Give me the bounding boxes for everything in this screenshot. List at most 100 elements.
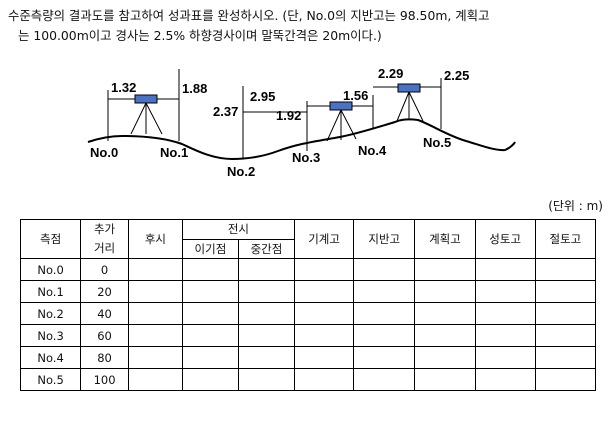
cell-empty[interactable] [534,368,597,391]
table-body: No.0 0 No.1 20 No.2 40 No.3 60 No.4 80 No.5 100 [19,258,597,391]
cell-dist: 100 [80,368,129,391]
cell-empty[interactable] [534,302,597,325]
header-gh: 지반고 [353,219,416,259]
level-instrument-1 [130,94,163,135]
cell-dist: 0 [80,258,129,281]
cell-empty[interactable] [181,346,239,369]
reading-bs4: 1.56 [343,88,368,103]
header-station: 측점 [19,219,82,259]
cell-empty[interactable] [353,346,416,369]
header-bs: 후시 [127,219,183,259]
cell-empty[interactable] [414,302,476,325]
header-tp: 이기점 [181,238,239,259]
cell-empty[interactable] [181,324,239,347]
cell-dist: 60 [80,324,129,347]
cell-station: No.1 [19,280,82,303]
cell-empty[interactable] [474,302,536,325]
table-row: No.4 80 [19,346,597,369]
cell-empty[interactable] [237,302,295,325]
cell-empty[interactable] [237,324,295,347]
cell-dist: 80 [80,346,129,369]
cell-empty[interactable] [293,346,355,369]
station-label: No.4 [358,143,387,158]
level-instrument-3 [396,83,424,122]
cell-station: No.4 [19,346,82,369]
question-text: 수준측량의 결과도를 참고하여 성과표를 완성하시오. (단, No.0의 지반… [8,6,608,46]
header-ih: 기계고 [293,219,355,259]
cell-empty[interactable] [127,302,183,325]
question-line-2: 는 100.00m이고 경사는 2.5% 하향경사이며 말뚝간격은 20m이다.… [18,28,382,43]
cell-empty[interactable] [237,258,295,281]
cell-empty[interactable] [293,368,355,391]
cell-empty[interactable] [127,258,183,281]
cell-empty[interactable] [127,368,183,391]
header-cut: 절토고 [534,219,597,259]
cell-empty[interactable] [293,258,355,281]
reading-bs5: 2.29 [378,66,403,81]
station-label: No.0 [90,145,118,160]
cell-empty[interactable] [534,346,597,369]
level-instrument-2 [326,101,357,142]
cell-empty[interactable] [414,368,476,391]
cell-empty[interactable] [474,324,536,347]
cell-empty[interactable] [353,368,416,391]
cell-empty[interactable] [237,368,295,391]
table-row: No.1 20 [19,280,597,303]
staff-lines [107,69,442,159]
cell-empty[interactable] [181,302,239,325]
cell-empty[interactable] [414,324,476,347]
cell-station: No.0 [19,258,82,281]
cell-empty[interactable] [353,280,416,303]
cell-empty[interactable] [534,280,597,303]
cell-empty[interactable] [127,346,183,369]
header-ip: 중간점 [237,238,295,259]
reading-ip2: 2.37 [213,104,238,119]
reading-fs1: 1.88 [182,81,207,96]
cell-empty[interactable] [353,302,416,325]
station-label: No.3 [292,150,320,165]
leveling-diagram: 1.32 1.88 2.95 2.37 1.92 1.56 2.29 2.25 … [87,66,516,179]
reading-fs5: 2.25 [444,68,469,83]
cell-empty[interactable] [293,280,355,303]
cell-empty[interactable] [474,368,536,391]
header-fill: 성토고 [474,219,536,259]
cell-empty[interactable] [181,280,239,303]
reading-bs1: 1.32 [111,80,136,95]
cell-empty[interactable] [534,258,597,281]
unit-label: (단위 : m) [548,199,603,213]
table-row: No.0 0 [19,258,597,281]
station-label: No.5 [423,135,451,150]
cell-empty[interactable] [353,258,416,281]
table-row: No.2 40 [19,302,597,325]
cell-empty[interactable] [293,302,355,325]
cell-empty[interactable] [534,324,597,347]
cell-empty[interactable] [414,258,476,281]
header-cum-dist: 추가거리 [80,219,129,259]
cell-empty[interactable] [474,346,536,369]
cell-empty[interactable] [293,324,355,347]
cell-empty[interactable] [181,368,239,391]
cell-empty[interactable] [237,346,295,369]
cell-empty[interactable] [414,280,476,303]
station-label: No.1 [160,145,188,160]
table-row: No.5 100 [19,368,597,391]
cell-empty[interactable] [474,258,536,281]
reading-fs3: 1.92 [276,108,301,123]
ground-profile [87,118,516,161]
question-line-1: 수준측량의 결과도를 참고하여 성과표를 완성하시오. (단, No.0의 지반… [8,8,490,23]
cell-empty[interactable] [181,258,239,281]
station-label: No.2 [227,164,255,179]
cell-empty[interactable] [353,324,416,347]
cell-dist: 40 [80,302,129,325]
cell-empty[interactable] [237,280,295,303]
cell-station: No.2 [19,302,82,325]
reading-bs2: 2.95 [250,89,275,104]
cell-empty[interactable] [127,280,183,303]
header-plan: 계획고 [414,219,476,259]
header-fs: 전시 [181,219,295,240]
cell-empty[interactable] [127,324,183,347]
cell-empty[interactable] [414,346,476,369]
cell-empty[interactable] [474,280,536,303]
result-table: 측점 추가거리 후시 전시 기계고 지반고 계획고 성토고 절토고 이기점 중간… [19,219,597,391]
cell-station: No.5 [19,368,82,391]
